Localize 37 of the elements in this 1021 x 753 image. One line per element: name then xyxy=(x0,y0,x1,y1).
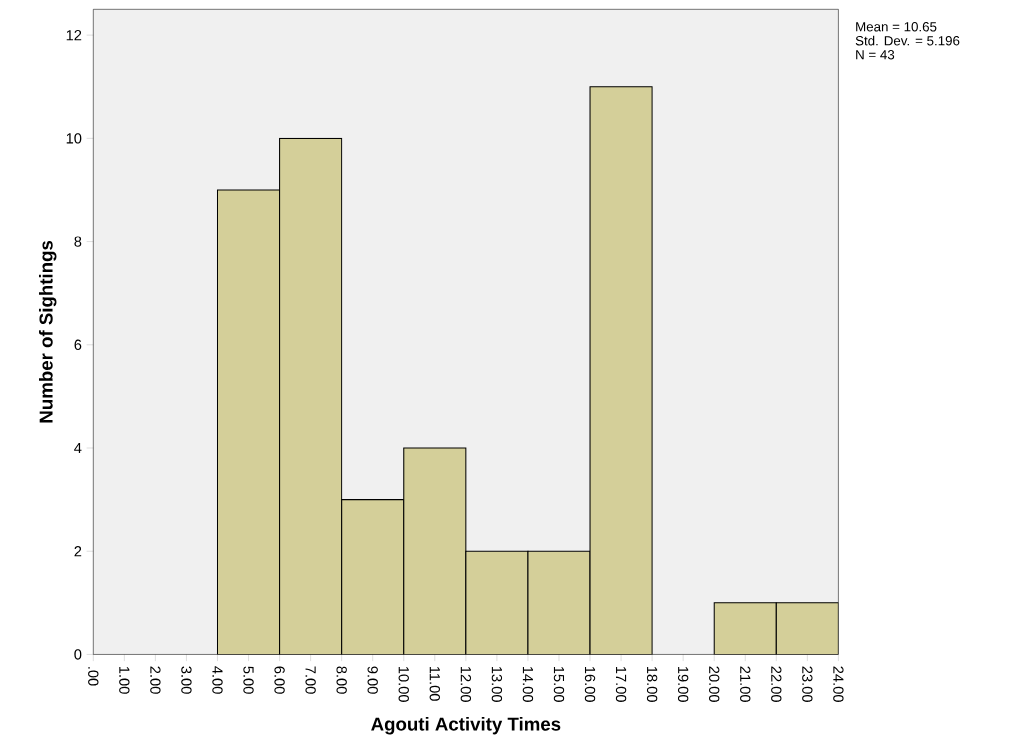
x-tick-label: 14.00 xyxy=(522,666,534,702)
x-tick-label: 3.00 xyxy=(181,666,192,694)
y-tick-label: 4 xyxy=(74,442,82,454)
x-tick-label: 10.00 xyxy=(398,666,409,702)
x-tick-label: 7.00 xyxy=(305,666,316,694)
x-tick-label: 8.00 xyxy=(336,666,347,694)
x-tick-label: 6.00 xyxy=(274,666,285,694)
x-tick-label: 12.00 xyxy=(460,666,472,702)
x-tick-label: 22.00 xyxy=(771,666,782,702)
x-tick-label: 15.00 xyxy=(553,666,565,702)
x-tick-label: 4.00 xyxy=(212,666,223,694)
x-tick-label: 1.00 xyxy=(119,666,130,694)
text: Mean = 10.65 xyxy=(856,22,937,32)
x-tick-label: 16.00 xyxy=(584,666,596,702)
x-tick-label: 9.00 xyxy=(367,666,378,694)
x-tick-label: 21.00 xyxy=(740,666,751,702)
y-tick-label: 12 xyxy=(66,30,82,41)
x-axis-title: Agouti Activity Times xyxy=(371,716,561,735)
y-axis-title: Number of Sightings xyxy=(39,240,57,423)
y-tick-label: 6 xyxy=(74,339,82,350)
x-tick-label: 17.00 xyxy=(615,666,627,702)
x-tick-label: 24.00 xyxy=(833,666,844,702)
x-tick-label: 20.00 xyxy=(709,666,720,702)
x-tick-label: 11.00 xyxy=(429,666,440,701)
x-tick-label: 2.00 xyxy=(150,666,161,694)
x-tick-label: .00 xyxy=(88,667,99,686)
x-tick-label: 23.00 xyxy=(802,666,813,702)
y-tick-label: 10 xyxy=(66,133,82,144)
y-tick-label: 0 xyxy=(74,649,82,660)
x-tick-label: 13.00 xyxy=(491,666,503,702)
x-tick-label: 18.00 xyxy=(646,666,658,702)
text: N = 43 xyxy=(856,49,895,60)
y-tick-label: 8 xyxy=(74,236,82,247)
x-tick-label: 19.00 xyxy=(677,666,689,702)
y-tick-label: 2 xyxy=(74,546,82,557)
text: Std. Dev. = 5.196 xyxy=(855,35,960,46)
x-tick-label: 5.00 xyxy=(243,666,254,694)
